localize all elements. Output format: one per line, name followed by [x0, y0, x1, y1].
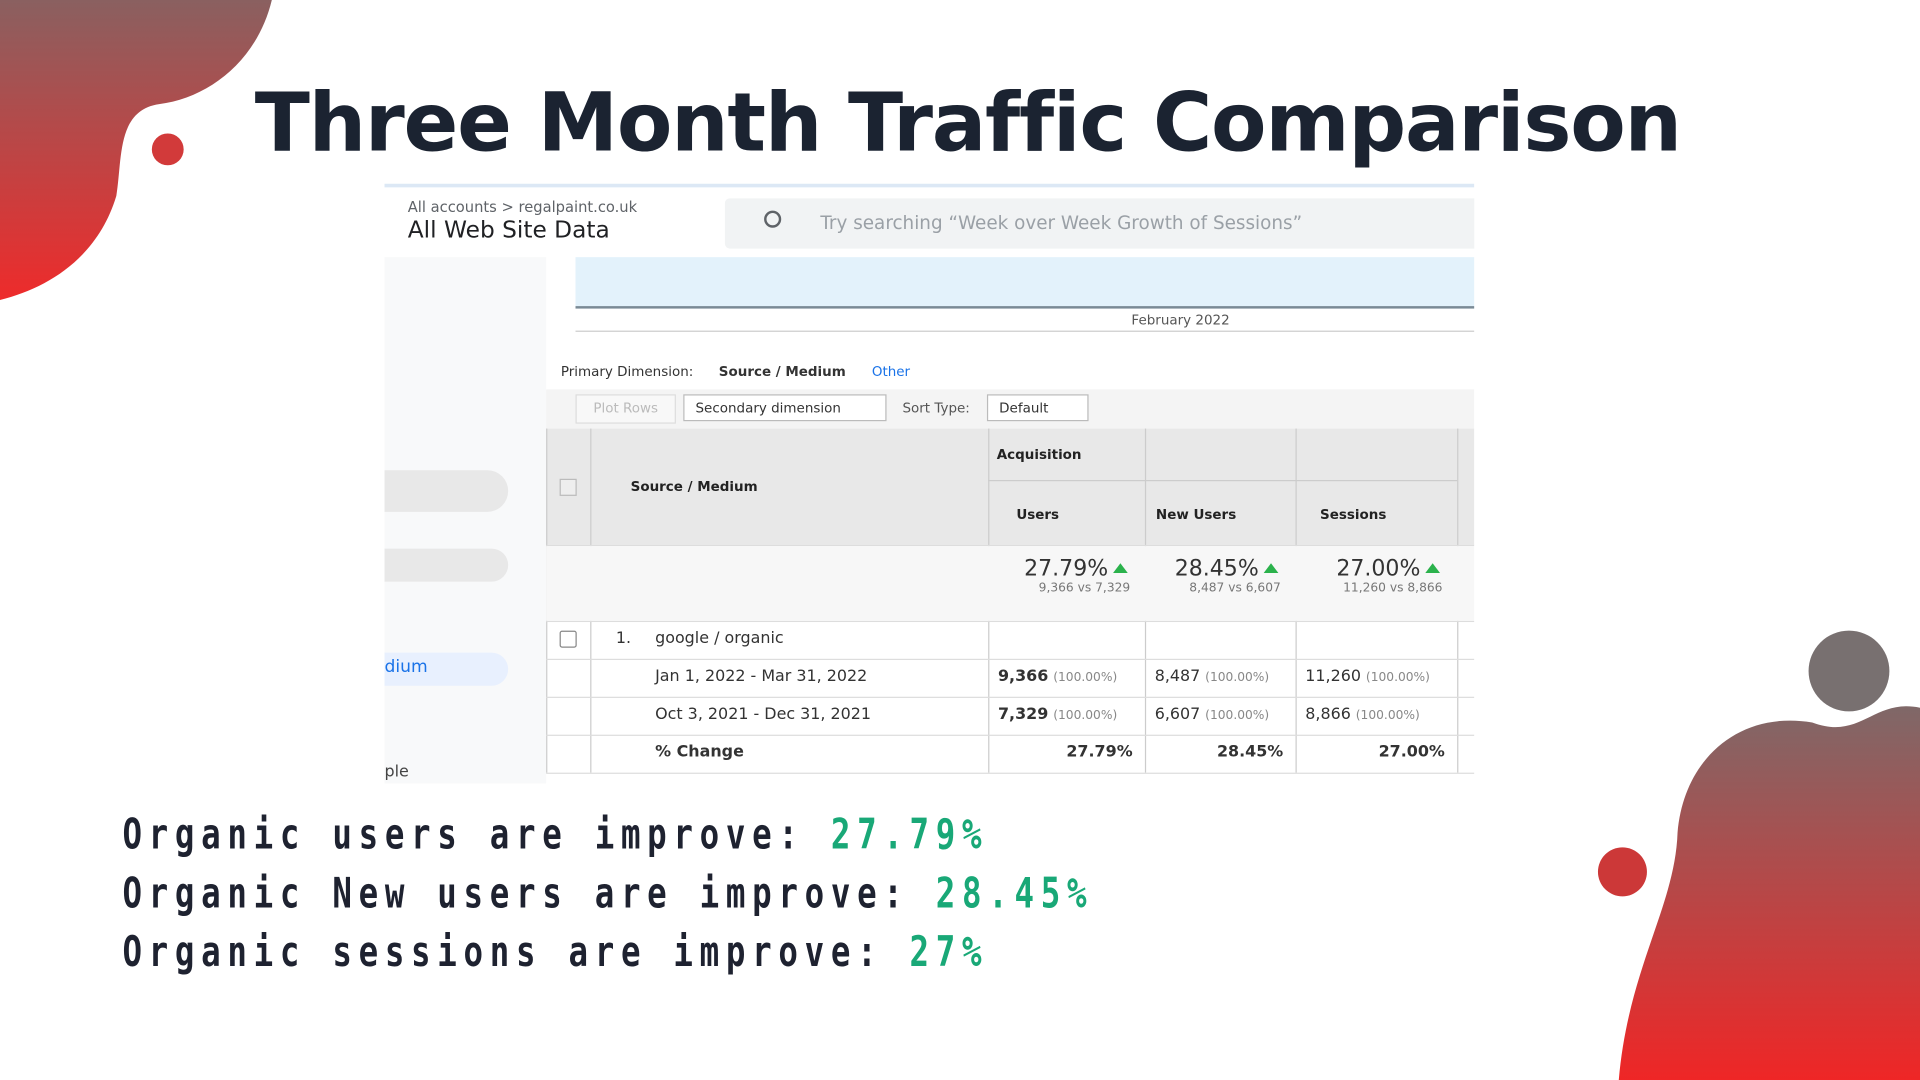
up-arrow: [1113, 563, 1128, 574]
column-header: Users: [1016, 506, 1060, 523]
summary-change: 28.45%: [1174, 555, 1259, 582]
blob: [0, 0, 272, 300]
dimension-other: Other: [871, 363, 911, 380]
breadcrumb: All accounts > regalpaint.co.uk: [407, 198, 638, 216]
cell: 7,329 (100.00%): [997, 705, 1118, 724]
column-header: New Users: [1155, 506, 1237, 523]
row-rule: [546, 696, 1475, 698]
sidebar-pill: [384, 652, 509, 686]
up-arrow: [1425, 563, 1440, 574]
statement: Organic users are improve: 27.79%: [122, 810, 989, 860]
dot: [151, 133, 184, 166]
group-header: Acquisition: [996, 446, 1082, 463]
dot: [1808, 630, 1890, 712]
statement: Organic New users are improve: 28.45%: [122, 869, 1094, 919]
header: Source / Medium: [630, 478, 758, 495]
chart-area: [575, 257, 1475, 309]
sidebar-pill: [384, 548, 509, 582]
change-label: % Change: [655, 743, 744, 762]
sidebar-item: dium: [384, 657, 428, 678]
period: Jan 1, 2022 - Mar 31, 2022: [655, 667, 868, 686]
summary-change: 27.00%: [1336, 555, 1421, 582]
row-rule: [546, 544, 1475, 547]
sidebar-pill: [384, 470, 509, 512]
analytics-screenshot: All accounts > regalpaint.co.uk All Web S…: [384, 183, 1475, 784]
view-name: All Web Site Data: [407, 216, 610, 244]
button: Secondary dimension: [683, 394, 887, 422]
search-placeholder: Try searching “Week over Week Growth of …: [820, 211, 1303, 234]
button: Plot Rows: [575, 394, 676, 424]
summary-row: [546, 546, 1475, 621]
chart-axis-label: February 2022: [1131, 312, 1230, 329]
dot: [1597, 847, 1647, 897]
summary-compare: 9,366 vs 7,329: [1038, 581, 1131, 596]
statement: Organic sessions are improve: 27%: [122, 928, 989, 978]
dimension: Source / Medium: [718, 363, 846, 380]
axis-line: [575, 330, 1475, 332]
table-header: [546, 428, 1475, 545]
label: Sort Type:: [902, 400, 970, 417]
row-rule: [546, 772, 1475, 774]
cell: 11,260 (100.00%): [1305, 667, 1430, 686]
change: 27.00%: [1378, 743, 1445, 762]
summary-compare: 8,487 vs 6,607: [1189, 581, 1281, 596]
change: 27.79%: [1066, 743, 1133, 762]
blob: [1618, 706, 1920, 1080]
sidebar-item: ple: [384, 762, 409, 782]
label: Primary Dimension:: [560, 363, 694, 380]
search-box: [724, 198, 1475, 249]
button: Default: [986, 394, 1089, 422]
top-border: [384, 183, 1475, 188]
period: Oct 3, 2021 - Dec 31, 2021: [655, 705, 872, 724]
summary-compare: 11,260 vs 8,866: [1343, 581, 1443, 596]
row-rule: [546, 658, 1475, 660]
up-arrow: [1263, 563, 1279, 574]
title: Three Month Traffic Comparison: [254, 75, 1682, 171]
column-header: Sessions: [1320, 506, 1387, 523]
sidebar: [384, 257, 547, 784]
header-checkbox: [559, 478, 577, 496]
cell: 8,866 (100.00%): [1305, 705, 1420, 724]
cell: 6,607 (100.00%): [1154, 705, 1270, 724]
row-checkbox: [559, 630, 577, 648]
row-label: google / organic: [655, 629, 784, 648]
change: 28.45%: [1216, 743, 1284, 762]
row-rule: [546, 734, 1475, 736]
search-icon: [764, 210, 782, 228]
summary-change: 27.79%: [1024, 555, 1109, 582]
row-rule: [546, 620, 1475, 623]
cell: 8,487 (100.00%): [1154, 667, 1270, 686]
row-index: 1.: [615, 629, 632, 648]
cell: 9,366 (100.00%): [997, 667, 1118, 686]
group-rule: [988, 480, 1458, 482]
